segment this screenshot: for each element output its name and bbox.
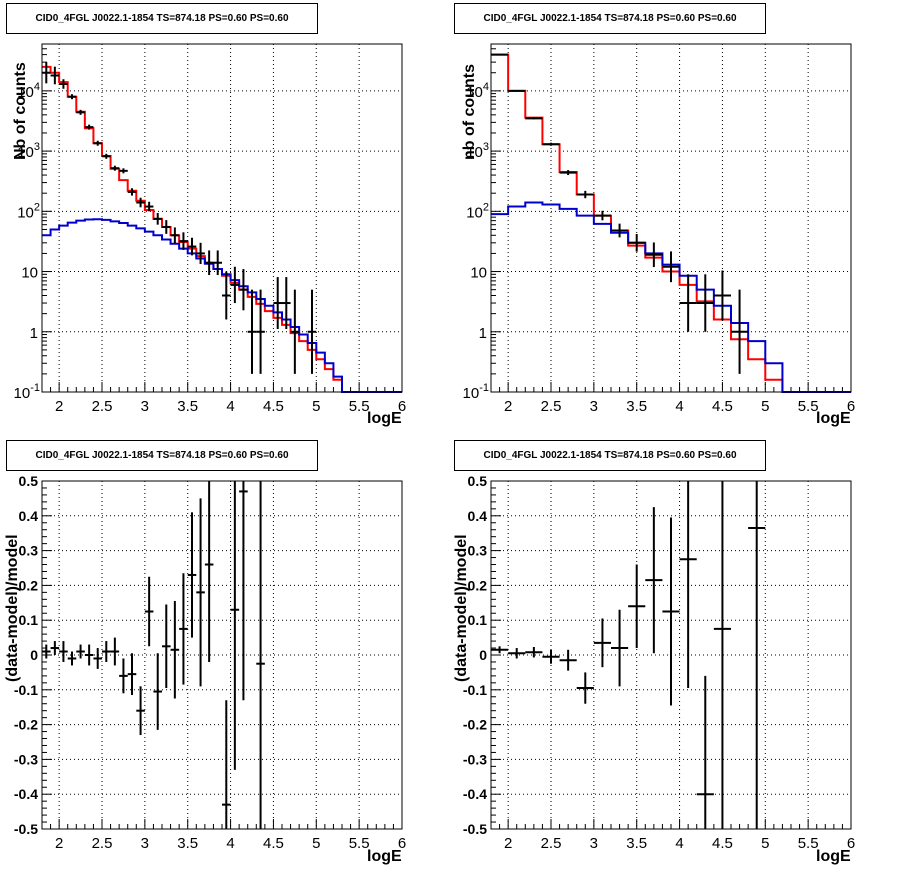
x-tick-label: 2.5 [92,398,113,415]
chart-title: CID0_4FGL J0022.1-1854 TS=874.18 PS=0.60… [6,3,318,34]
x-tick-label: 2 [504,835,512,852]
x-tick-label: 4.5 [712,398,733,415]
plot-frame [41,43,403,393]
y-tick-label: 0.4 [19,508,39,524]
y-tick-label: 0.5 [468,473,488,489]
x-tick-label: 5 [312,835,320,852]
y-tick-label: -0.3 [14,751,38,767]
y-tick-label: 1 [479,325,487,342]
x-tick-label: 2.5 [541,835,562,852]
x-tick-label: 5 [761,835,769,852]
chart-svg-residual-right: 2 2.5 3 3.5 4 4.5 5 5.5 6 -0.5 -0.4 -0.3 -0.2 -0.1 0 0.… [463,473,855,852]
y-tick-label: 103 [466,141,489,161]
y-tick-label: 0.3 [19,543,39,559]
y-tick-label: 10 [21,265,38,282]
y-axis-title: Nb of counts [12,62,29,160]
y-tick-label: 102 [466,201,489,221]
model-source-step-line [491,201,851,393]
x-tick-label: 3.5 [177,398,198,415]
y-tick-label: 0.3 [468,543,488,559]
x-axis-title: logE [367,410,402,427]
x-tick-label: 2.5 [92,835,113,852]
y-tick-label: -0.3 [463,751,487,767]
x-tick-label: 5.5 [349,835,370,852]
x-tick-label: 5 [312,398,320,415]
x-tick-label: 3 [141,398,149,415]
y-axis-title: nb of counts [461,64,478,160]
x-tick-label: 2.5 [541,398,562,415]
x-tick-label: 2 [504,398,512,415]
x-tick-label: 3 [590,398,598,415]
y-tick-label: -0.1 [463,682,487,698]
y-axis-title: (data-model)/model [453,534,470,682]
chart-panel-top-right: 2 2.5 3 3.5 4 4.5 5 5.5 6 10-1 1 10 102 103 104 CID0_4… [449,0,898,437]
x-tick-label: 5 [761,398,769,415]
x-tick-label: 3.5 [177,835,198,852]
x-tick-label: 3 [590,835,598,852]
y-tick-label: 104 [466,81,489,101]
model-total-step-line [491,53,851,393]
x-tick-label: 6 [847,398,855,415]
chart-panel-bottom-left: 2 2.5 3 3.5 4 4.5 5 5.5 6 -0.5 -0.4 -0.3 -0.2 -0.1 0 0.… [0,437,449,875]
y-tick-label: -0.2 [463,717,487,733]
y-tick-label: 103 [17,141,40,161]
y-tick-label: 0.1 [468,612,488,628]
x-tick-label: 6 [398,835,406,852]
y-tick-label: 0.5 [19,473,39,489]
x-tick-label: 3.5 [626,835,647,852]
x-tick-label: 2 [55,398,63,415]
x-axis-title: logE [816,410,851,427]
chart-title: CID0_4FGL J0022.1-1854 TS=874.18 PS=0.60… [6,440,318,471]
model-source-step-line [42,218,402,393]
x-tick-label: 4 [675,835,683,852]
x-tick-label: 5.5 [349,398,370,415]
x-tick-label: 6 [847,835,855,852]
y-tick-label: -0.1 [14,682,38,698]
y-tick-label: 104 [17,81,40,101]
y-tick-label: 0.2 [468,577,488,593]
y-tick-label: 0 [30,647,38,663]
chart-panel-bottom-right: 2 2.5 3 3.5 4 4.5 5 5.5 6 -0.5 -0.4 -0.3 -0.2 -0.1 0 0.… [449,437,898,875]
x-tick-label: 4.5 [263,398,284,415]
chart-panel-top-left: 2 2.5 3 3.5 4 4.5 5 5.5 6 10-1 1 10 102 103 104 CID0_4… [0,0,449,437]
y-tick-label: 10-1 [14,382,40,402]
y-tick-label: 0.4 [468,508,488,524]
plot-frame [41,480,403,830]
chart-title: CID0_4FGL J0022.1-1854 TS=874.18 PS=0.60… [454,3,766,34]
x-tick-label: 4 [226,398,234,415]
x-tick-label: 5.5 [798,398,819,415]
x-tick-label: 2 [55,835,63,852]
x-tick-label: 4.5 [712,835,733,852]
y-tick-label: 0 [479,647,487,663]
y-axis-title: (data-model)/model [4,534,21,682]
chart-title: CID0_4FGL J0022.1-1854 TS=874.18 PS=0.60… [454,440,766,471]
chart-svg-counts-left: 2 2.5 3 3.5 4 4.5 5 5.5 6 10-1 1 10 102 103 104 [14,43,406,415]
model-total-step-line [42,65,402,393]
y-tick-label: 1 [30,325,38,342]
x-tick-label: 6 [398,398,406,415]
plot-frame [490,480,852,830]
y-tick-label: -0.5 [14,821,38,837]
x-axis-title: logE [367,848,402,865]
x-tick-label: 4 [675,398,683,415]
y-tick-label: -0.5 [463,821,487,837]
x-axis-title: logE [816,848,851,865]
y-tick-label: 0.2 [19,577,39,593]
x-tick-label: 3 [141,835,149,852]
y-tick-label: -0.4 [14,786,38,802]
x-tick-label: 4.5 [263,835,284,852]
y-tick-label: 10 [470,265,487,282]
x-tick-label: 5.5 [798,835,819,852]
chart-svg-counts-right: 2 2.5 3 3.5 4 4.5 5 5.5 6 10-1 1 10 102 103 104 [463,43,855,415]
x-tick-label: 3.5 [626,398,647,415]
y-tick-label: 0.1 [19,612,39,628]
y-tick-label: -0.2 [14,717,38,733]
y-tick-label: -0.4 [463,786,487,802]
plot-frame [490,43,852,393]
x-tick-label: 4 [226,835,234,852]
y-tick-label: 102 [17,201,40,221]
chart-svg-residual-left: 2 2.5 3 3.5 4 4.5 5 5.5 6 -0.5 -0.4 -0.3 -0.2 -0.1 0 0.… [14,473,406,852]
y-tick-label: 10-1 [463,382,489,402]
